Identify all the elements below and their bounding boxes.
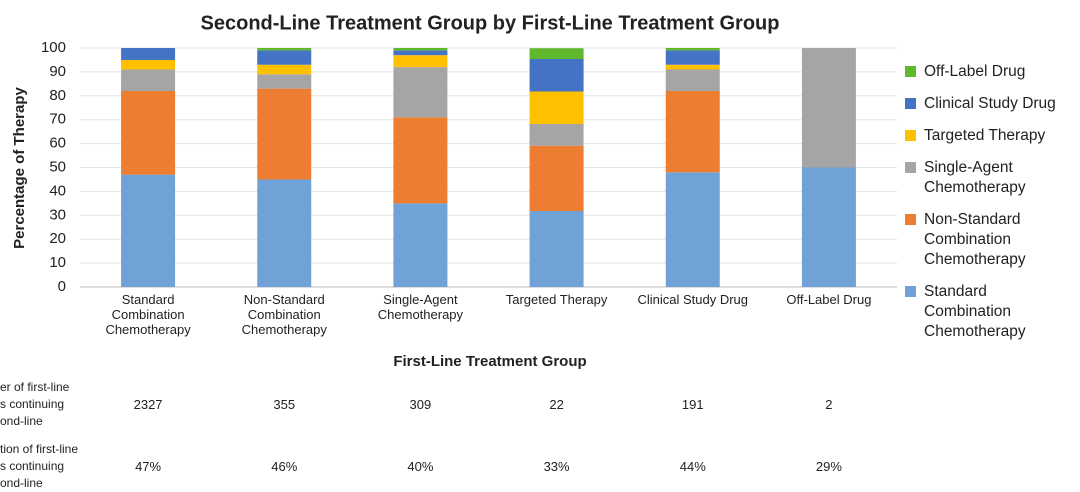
table-cell: 355 xyxy=(273,397,296,412)
bar-segment xyxy=(257,50,312,65)
table-cell: 309 xyxy=(409,397,432,412)
bar-segment xyxy=(121,91,176,175)
chart-title: Second-Line Treatment Group by First-Lin… xyxy=(201,12,780,34)
bar-segment xyxy=(257,88,312,180)
row-label: er of first-line xyxy=(0,380,70,394)
legend-swatch xyxy=(905,214,916,225)
legend-label: Targeted Therapy xyxy=(924,127,1046,144)
legend-label: Standard Combination Chemotherapy xyxy=(924,283,1026,340)
y-tick-label: 10 xyxy=(49,254,66,271)
row-label: tion of first-line xyxy=(0,442,79,456)
bar-segment xyxy=(121,48,176,60)
bar-segment xyxy=(529,124,584,146)
row-label: s continuing xyxy=(0,397,65,411)
bar-segment xyxy=(801,48,856,168)
legend-swatch xyxy=(905,286,916,297)
table-cell: 47% xyxy=(135,459,162,474)
table-cell: 191 xyxy=(681,397,704,412)
legend-item: Non-Standard Combination Chemotherapy xyxy=(905,210,1075,270)
table-cell: 22 xyxy=(549,397,564,412)
legend-label: Off-Label Drug xyxy=(924,63,1026,80)
table-cell: 46% xyxy=(271,459,298,474)
legend-item: Clinical Study Drug xyxy=(905,94,1075,114)
x-tick-label: Clinical Study Drug xyxy=(637,292,749,307)
y-tick-label: 50 xyxy=(49,158,66,175)
y-tick-label: 70 xyxy=(49,111,66,128)
bar-segment xyxy=(393,67,448,118)
legend-swatch xyxy=(905,130,916,141)
y-tick-label: 100 xyxy=(41,39,66,56)
y-tick-label: 20 xyxy=(49,230,66,247)
y-tick-label: 60 xyxy=(49,135,66,152)
y-tick-label: 0 xyxy=(58,278,66,295)
legend-swatch xyxy=(905,66,916,77)
x-tick-label: Targeted Therapy xyxy=(505,292,608,307)
legend-item: Standard Combination Chemotherapy xyxy=(905,282,1075,342)
y-tick-label: 30 xyxy=(49,206,66,223)
bar-segment xyxy=(665,91,720,173)
table-cell: 2 xyxy=(825,397,833,412)
bar-segment xyxy=(665,172,720,287)
bar-segment xyxy=(529,210,584,287)
bar-segment xyxy=(121,174,176,287)
x-tick-label: Single-Agent Chemotherapy xyxy=(377,292,464,322)
legend: Off-Label Drug Clinical Study Drug Targete… xyxy=(905,62,1075,342)
x-axis-title: First-Line Treatment Group xyxy=(393,353,586,370)
table-cell: 33% xyxy=(543,459,570,474)
legend-label: Single-Agent Chemotherapy xyxy=(924,159,1026,196)
bar-segment xyxy=(801,167,856,287)
bar-segment xyxy=(257,48,312,51)
bar-segment xyxy=(529,48,584,59)
table-cell: 44% xyxy=(679,459,706,474)
legend-label: Non-Standard Combination Chemotherapy xyxy=(924,211,1026,268)
bar-segment xyxy=(665,48,720,51)
bar-segment xyxy=(257,64,312,75)
row-label: ond-line xyxy=(0,476,43,490)
x-tick-label: Non-Standard Combination Chemotherapy xyxy=(241,292,327,337)
x-tick-label: Off-Label Drug xyxy=(786,292,872,307)
legend-swatch xyxy=(905,98,916,109)
table-cell: 40% xyxy=(407,459,434,474)
y-tick-label: 40 xyxy=(49,182,66,199)
bar-segment xyxy=(257,74,312,89)
bar-segment xyxy=(665,69,720,92)
bar-segment xyxy=(665,50,720,65)
bar-segment xyxy=(121,69,176,92)
row-label: ond-line xyxy=(0,414,43,428)
legend-item: Single-Agent Chemotherapy xyxy=(905,158,1075,198)
bar-segment xyxy=(665,64,720,70)
bar-segment xyxy=(529,91,584,125)
bar-segment xyxy=(257,179,312,287)
bar-segment xyxy=(529,58,584,92)
y-axis-title: Percentage of Therapy xyxy=(11,86,28,248)
legend-item: Off-Label Drug xyxy=(905,62,1075,82)
x-tick-label: Standard Combination Chemotherapy xyxy=(105,292,191,337)
legend-item: Targeted Therapy xyxy=(905,126,1075,146)
bar-segment xyxy=(393,55,448,68)
y-tick-label: 80 xyxy=(49,87,66,104)
legend-swatch xyxy=(905,162,916,173)
legend-label: Clinical Study Drug xyxy=(924,95,1056,112)
bar-segment xyxy=(393,48,448,51)
bar-segment xyxy=(393,50,448,56)
bar-segment xyxy=(121,59,176,70)
row-label: s continuing xyxy=(0,459,65,473)
table-cell: 2327 xyxy=(133,397,163,412)
y-tick-label: 90 xyxy=(49,63,66,80)
bar-segment xyxy=(393,203,448,287)
bar-segment xyxy=(393,117,448,204)
table-cell: 29% xyxy=(815,459,842,474)
bar-segment xyxy=(529,145,584,211)
